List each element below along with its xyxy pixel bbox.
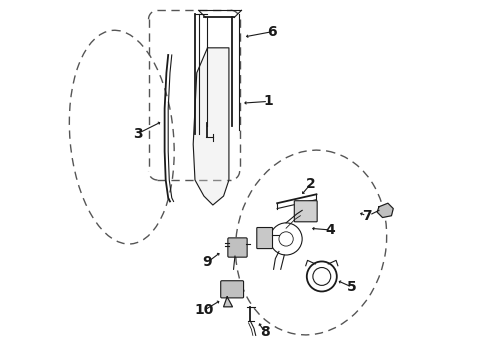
Text: 10: 10 — [194, 303, 214, 318]
Text: 6: 6 — [267, 25, 276, 39]
Text: 8: 8 — [260, 325, 270, 339]
Text: 5: 5 — [347, 280, 357, 294]
Text: 3: 3 — [133, 127, 143, 140]
FancyBboxPatch shape — [228, 238, 247, 257]
FancyBboxPatch shape — [294, 201, 317, 222]
Text: 4: 4 — [326, 223, 336, 237]
Text: 1: 1 — [263, 94, 273, 108]
Polygon shape — [193, 48, 229, 205]
Polygon shape — [377, 203, 393, 217]
Text: 9: 9 — [203, 255, 212, 269]
Text: 2: 2 — [306, 176, 316, 190]
FancyBboxPatch shape — [220, 281, 244, 298]
Polygon shape — [223, 297, 232, 307]
FancyBboxPatch shape — [257, 228, 272, 249]
Text: 7: 7 — [362, 209, 371, 223]
